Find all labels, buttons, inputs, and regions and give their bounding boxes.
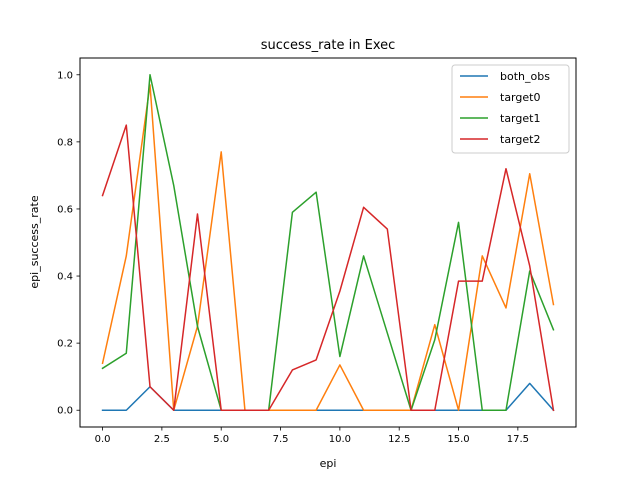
axes-frame — [79, 57, 577, 428]
y-axis-ticks: 0.0 0.2 0.4 0.6 0.8 1.0 — [57, 70, 80, 417]
legend-label-target2: target2 — [500, 133, 540, 146]
legend-box — [451, 64, 570, 154]
y-tick-label: 0.4 — [57, 272, 73, 283]
y-tick-label: 0.8 — [57, 137, 73, 148]
series-line-both_obs — [101, 382, 555, 412]
x-tick-label: 17.5 — [507, 434, 529, 445]
series-line-target2 — [101, 124, 555, 412]
y-tick-label: 0.2 — [57, 339, 73, 350]
series-line-target1 — [101, 74, 555, 411]
legend-label-target0: target0 — [500, 91, 540, 104]
y-tick-label: 0.0 — [57, 406, 73, 417]
x-tick-label: 2.5 — [154, 434, 170, 445]
legend-label-target1: target1 — [500, 112, 540, 125]
legend-label-both_obs: both_obs — [500, 70, 550, 83]
y-axis-label: epi_success_rate — [28, 195, 41, 288]
chart-title: success_rate in Exec — [261, 38, 396, 53]
x-axis-ticks: 0.0 2.5 5.0 7.5 10.0 12.5 15.0 17.5 — [95, 427, 529, 445]
plot-area: 0.0 2.5 5.0 7.5 10.0 12.5 15.0 17.5 0.00.20.40.… — [57, 57, 577, 445]
y-tick-label: 0.6 — [57, 204, 73, 215]
x-tick-label: 7.5 — [273, 434, 289, 445]
x-tick-label: 12.5 — [388, 434, 410, 445]
x-tick-label: 10.0 — [329, 434, 351, 445]
legend: both_obs target0 target1 target2 — [451, 64, 570, 154]
x-tick-label: 0.0 — [95, 434, 111, 445]
x-tick-label: 15.0 — [447, 434, 469, 445]
series-layer — [101, 74, 555, 412]
y-tick-label: 1.0 — [57, 70, 73, 81]
x-tick-label: 5.0 — [213, 434, 229, 445]
x-axis-label: epi — [320, 457, 337, 470]
